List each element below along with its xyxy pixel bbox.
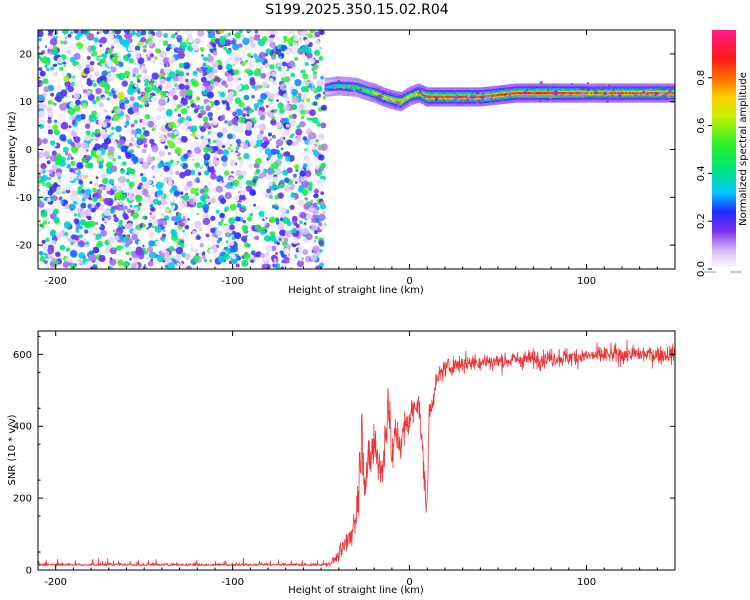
spectrogram-band-speckle [332, 76, 675, 109]
snr-y-axis-label: SNR (10 * v/v) [7, 414, 18, 485]
snr-panel: -200 -100 0 100 0 200 400 600 Height of straigh… [7, 330, 676, 596]
colorbar-tick-label: 0.6 [696, 118, 707, 134]
spectrogram-x-tick-label: 100 [577, 276, 596, 287]
snr-series-line [38, 339, 675, 567]
snr-axes: -200 -100 0 100 0 200 400 600 [13, 331, 676, 588]
spectrogram-x-tick-label: -200 [44, 276, 67, 287]
snr-x-axis-label: Height of straight line (km) [288, 585, 424, 596]
snr-frame [37, 330, 676, 571]
colorbar-tick-label: 0.4 [696, 165, 707, 181]
spectrogram-y-tick-label: 20 [19, 49, 32, 60]
snr-x-tick-label: -100 [221, 577, 244, 588]
snr-plot-area [38, 339, 675, 567]
figure-title: S199.2025.350.15.02.R04 [265, 2, 448, 18]
colorbar-tick-label: 0.0 [696, 261, 707, 277]
spectrogram-noise-speckle [38, 30, 328, 269]
spectrogram-y-tick-label: 0 [26, 145, 32, 156]
spectrogram-carrier-band [324, 76, 675, 112]
snr-y-tick-label: 0 [26, 566, 32, 577]
colorbar-axis: 0.0 0.2 0.4 0.6 0.8 [696, 70, 742, 277]
spectrogram-y-tick-label: -20 [16, 241, 32, 252]
spectrogram-y-tick-label: 10 [19, 97, 32, 108]
spectrogram-x-tick-label: -100 [221, 276, 244, 287]
spectrogram-y-tick-label: -10 [16, 193, 32, 204]
snr-x-tick-label: 100 [577, 577, 596, 588]
colorbar-gradient [712, 30, 736, 269]
snr-y-tick-label: 200 [13, 494, 32, 505]
snr-x-tick-label: -200 [44, 577, 67, 588]
spectrogram-x-tick-label: 0 [406, 276, 412, 287]
snr-y-tick-label: 600 [13, 350, 32, 361]
snr-y-tick-label: 400 [13, 422, 32, 433]
spectrogram-x-axis-label: Height of straight line (km) [288, 285, 424, 296]
colorbar-label: Normalized spectral amplitude [738, 72, 749, 226]
snr-x-tick-label: 0 [406, 577, 412, 588]
colorbar-tick-label: 0.8 [696, 70, 707, 86]
spectrogram-y-axis-label: Frequency (Hz) [7, 111, 18, 187]
colorbar: 0.0 0.2 0.4 0.6 0.8 Normalized spectral ampl… [696, 30, 749, 277]
colorbar-tick-label: 0.2 [696, 213, 707, 229]
spectrogram-plot-area [38, 30, 675, 269]
